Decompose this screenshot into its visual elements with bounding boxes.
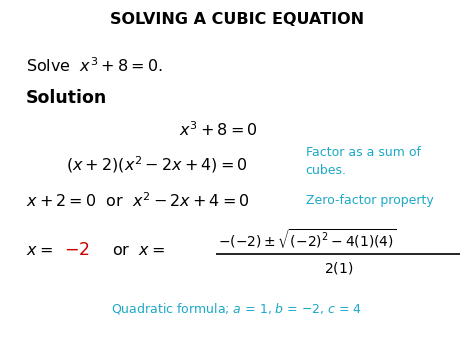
Text: $(x+2)(x^2-2x+4)=0$: $(x+2)(x^2-2x+4)=0$ (65, 155, 247, 175)
Text: $-(-2)\pm\sqrt{(-2)^2-4(1)(4)}$: $-(-2)\pm\sqrt{(-2)^2-4(1)(4)}$ (218, 228, 397, 251)
Text: Zero-factor property: Zero-factor property (306, 194, 434, 207)
Text: $x=$: $x=$ (26, 243, 53, 258)
Text: $x+2=0$  or  $x^2-2x+4=0$: $x+2=0$ or $x^2-2x+4=0$ (26, 191, 250, 210)
Text: $-2$: $-2$ (64, 241, 90, 259)
Text: SOLVING A CUBIC EQUATION: SOLVING A CUBIC EQUATION (110, 12, 364, 27)
Text: $x^3+8=0$: $x^3+8=0$ (179, 120, 257, 139)
Text: Solution: Solution (26, 89, 107, 106)
Text: $2(1)$: $2(1)$ (324, 260, 354, 276)
Text: Solve  $x^3+8=0.$: Solve $x^3+8=0.$ (26, 56, 163, 75)
Text: Quadratic formula; $a$ = 1, $b$ = $-$2, $c$ = 4: Quadratic formula; $a$ = 1, $b$ = $-$2, … (111, 301, 363, 316)
Text: Factor as a sum of
cubes.: Factor as a sum of cubes. (306, 146, 421, 177)
Text: or  $x=$: or $x=$ (102, 243, 165, 258)
